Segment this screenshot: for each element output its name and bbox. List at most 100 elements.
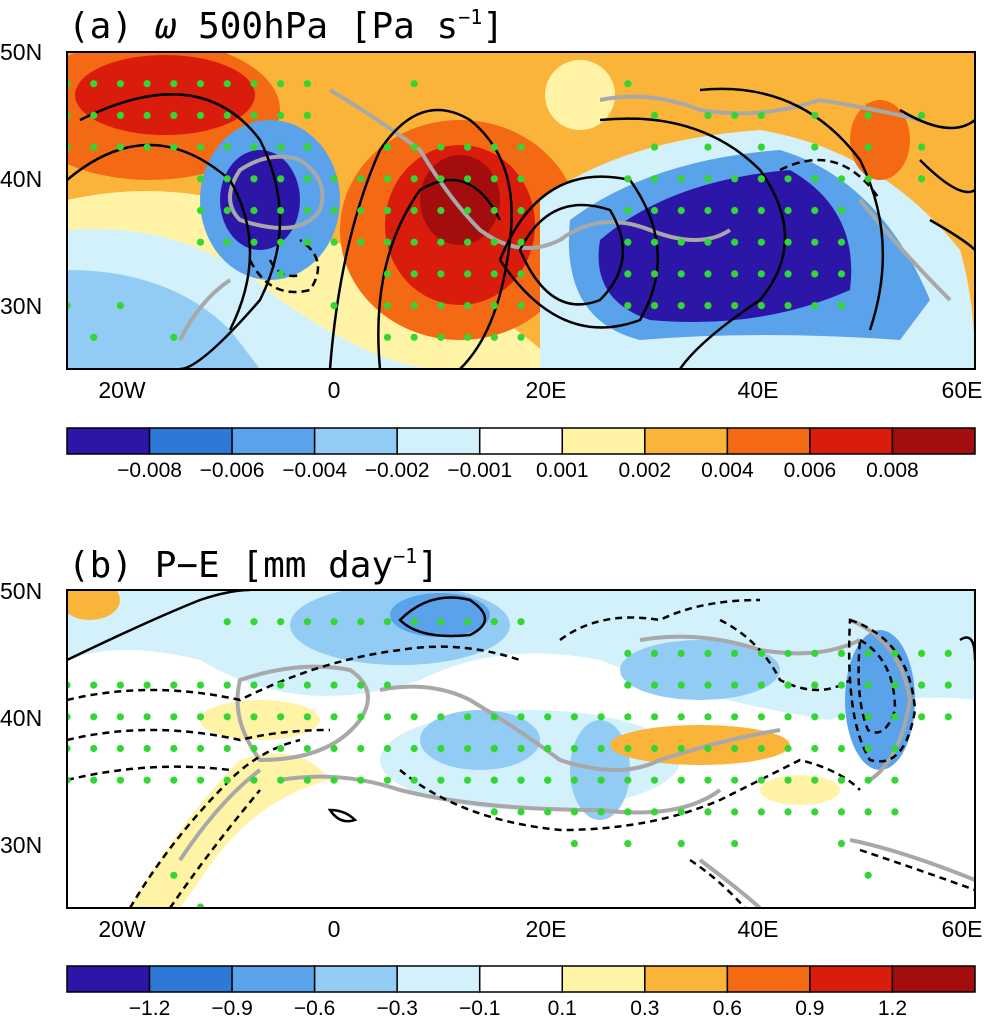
b-xtick-20w: 20W	[98, 916, 146, 942]
stipple-dot	[410, 143, 418, 151]
stipple-dot	[223, 744, 231, 753]
stipple-dot	[463, 206, 472, 215]
stipple-dot	[731, 238, 739, 246]
colorbar-label: 0.3	[630, 997, 659, 1020]
a-xtick-0: 0	[328, 377, 341, 403]
colorbar-label: −0.004	[282, 459, 347, 482]
b-ytick-40n: 40N	[0, 705, 42, 731]
stipple-dot	[650, 270, 659, 278]
stipple-dot	[90, 143, 98, 151]
a-xtick-20e: 20E	[526, 377, 567, 403]
stipple-dot	[624, 206, 632, 215]
stipple-dot	[410, 270, 418, 278]
stipple-dot	[811, 175, 819, 183]
stipple-dot	[517, 143, 525, 151]
panel-b-map-field	[67, 590, 975, 908]
stipple-dot	[143, 713, 151, 721]
pe-positive-northwest	[67, 590, 120, 620]
colorbar-swatch	[891, 965, 976, 993]
stipple-dot	[570, 776, 579, 784]
stipple-dot	[944, 681, 952, 689]
stipple-dot	[383, 333, 392, 341]
stipple-dot	[731, 111, 739, 119]
stipple-dot	[90, 681, 98, 689]
stipple-dot	[864, 776, 872, 784]
stipple-dot	[811, 681, 819, 689]
stipple-dot	[410, 80, 418, 88]
b-ytick-30n: 30N	[0, 832, 42, 858]
stipple-dot	[277, 618, 285, 626]
stipple-dot	[891, 776, 899, 784]
stipple-dot	[837, 649, 846, 658]
stipple-dot	[170, 681, 178, 689]
stipple-dot	[410, 175, 418, 183]
stipple-dot	[837, 744, 846, 753]
stipple-dot	[490, 175, 498, 183]
stipple-dot	[277, 175, 285, 183]
stipple-dot	[410, 618, 418, 626]
stipple-dot	[463, 333, 472, 341]
stipple-dot	[250, 713, 258, 721]
stipple-dot	[544, 808, 552, 816]
stipple-dot	[116, 302, 125, 310]
stipple-dot	[330, 206, 338, 215]
stipple-dot	[650, 681, 659, 689]
colorbar-swatch	[644, 965, 729, 993]
stipple-dot	[517, 744, 525, 753]
stipple-dot	[170, 776, 178, 784]
stipple-dot	[837, 302, 846, 310]
colorbar-label: 0.002	[619, 459, 672, 482]
stipple-dot	[704, 649, 712, 658]
stipple-dot	[357, 238, 365, 246]
stipple-dot	[731, 302, 739, 310]
stipple-dot	[463, 270, 472, 278]
stipple-dot	[490, 238, 498, 246]
stipple-dot	[196, 238, 205, 246]
stipple-dot	[624, 238, 632, 246]
stipple-dot	[330, 744, 338, 753]
stipple-dot	[383, 238, 392, 246]
stipple-dot	[704, 238, 712, 246]
stipple-dot	[437, 270, 445, 278]
panel-a-map-field	[67, 52, 975, 369]
stipple-dot	[677, 649, 685, 658]
stipple-dot	[757, 713, 765, 721]
stipple-dot	[864, 649, 872, 658]
stipple-dot	[517, 175, 525, 183]
stipple-dot	[490, 713, 498, 721]
stipple-dot	[757, 175, 765, 183]
stipple-dot	[650, 175, 659, 183]
stipple-dot	[784, 649, 792, 658]
stipple-dot	[704, 302, 712, 310]
stipple-dot	[143, 143, 151, 151]
stipple-dot	[170, 143, 178, 151]
colorbar-label: 0.004	[701, 459, 754, 482]
stipple-dot	[223, 80, 231, 88]
stipple-dot	[624, 80, 632, 88]
panel-b-title: (b) P−E [mm day−1]	[68, 544, 439, 586]
colorbar-label: −1.2	[129, 997, 170, 1020]
pe-caspian-blue	[845, 630, 915, 770]
stipple-dot	[811, 808, 819, 816]
stipple-dot	[757, 111, 765, 119]
stipple-dot	[731, 270, 739, 278]
stipple-dot	[650, 238, 659, 246]
stipple-dot	[624, 808, 632, 816]
stipple-dot	[624, 776, 632, 784]
stipple-dot	[357, 206, 365, 215]
colorbar-label: −0.008	[117, 459, 182, 482]
stipple-dot	[597, 808, 605, 816]
stipple-dot	[90, 776, 98, 784]
stipple-dot	[624, 302, 632, 310]
stipple-dot	[891, 744, 899, 753]
stipple-dot	[383, 681, 392, 689]
stipple-dot	[410, 206, 418, 215]
stipple-dot	[650, 111, 659, 119]
colorbar-b: −1.2 −0.9 −0.6 −0.3 −0.1 0.1 0.3 0.6 0.9 1.2	[66, 965, 976, 1020]
stipple-dot	[330, 238, 338, 246]
stipple-dot	[650, 649, 659, 658]
stipple-dot	[837, 713, 846, 721]
colorbar-swatch	[396, 965, 481, 993]
stipple-dot	[490, 744, 498, 753]
